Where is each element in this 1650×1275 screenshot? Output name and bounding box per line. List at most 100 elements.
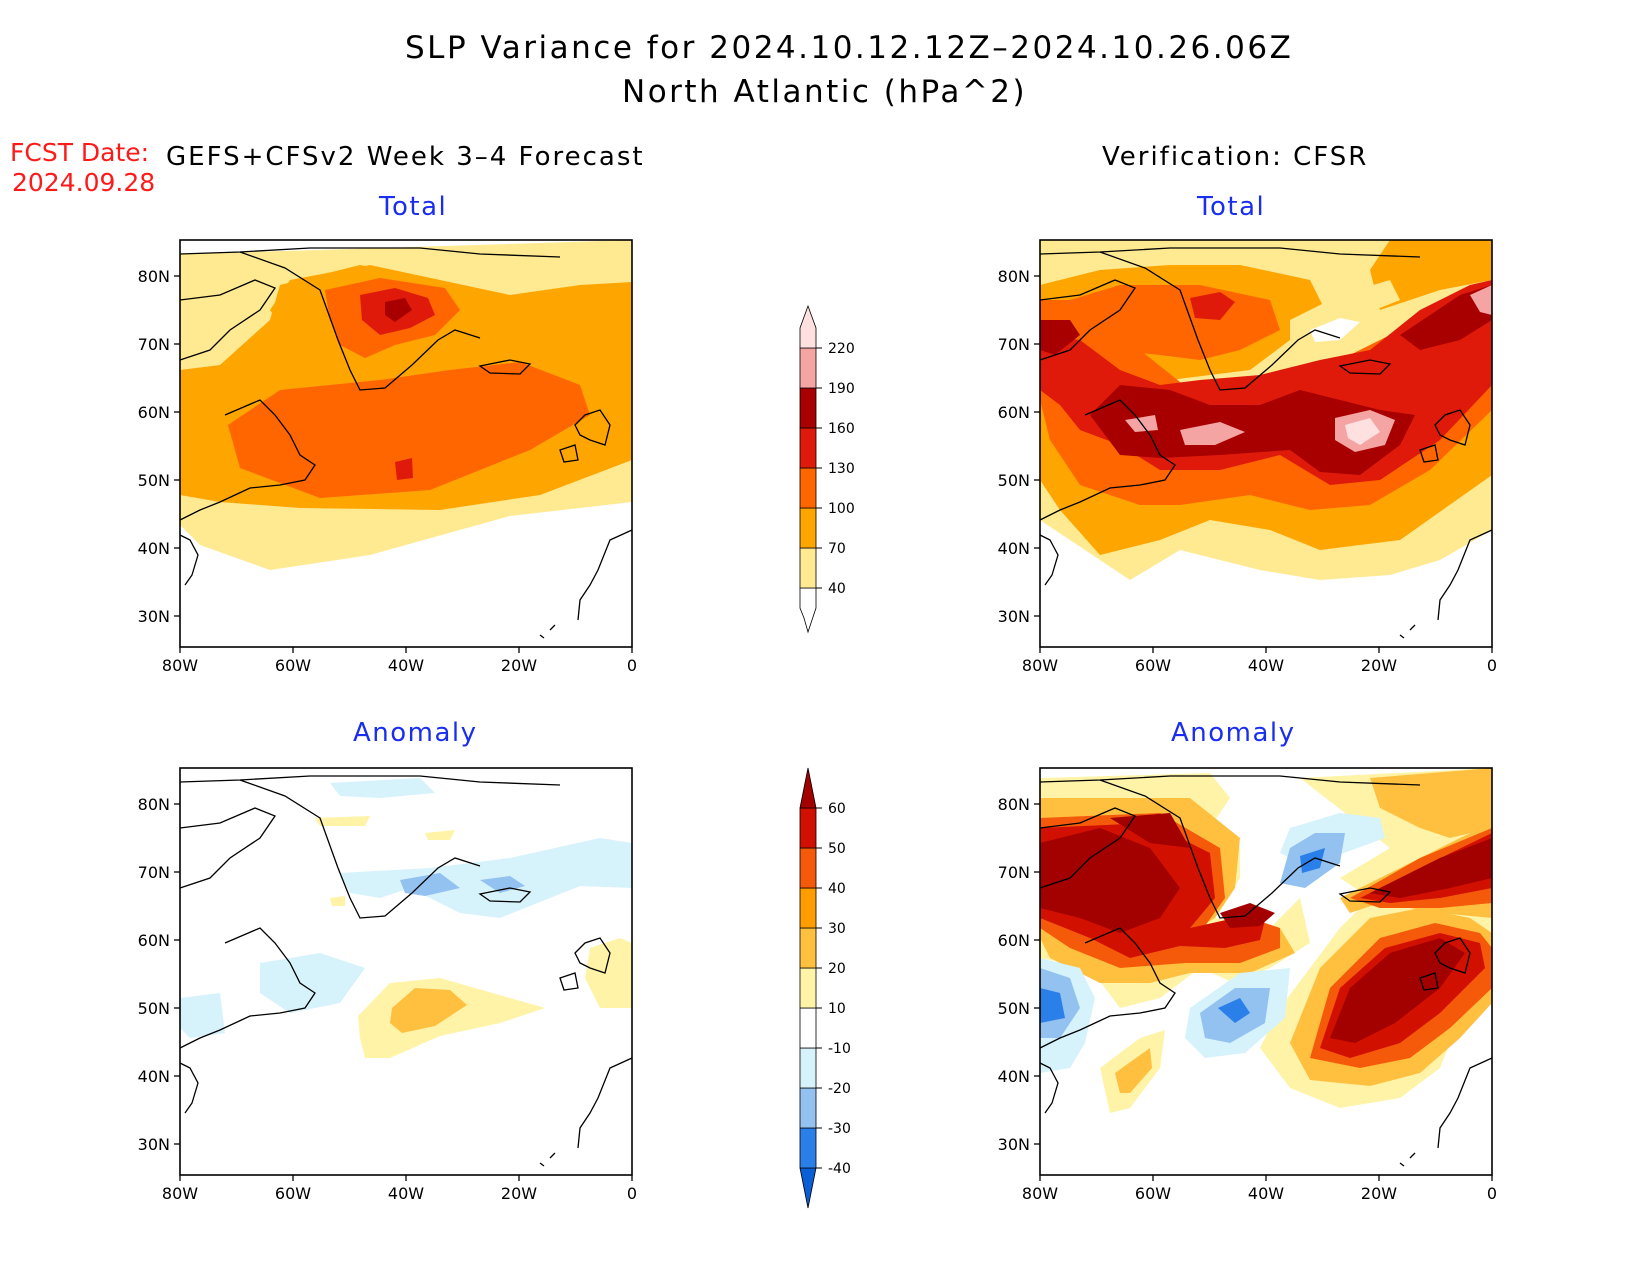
fill-layer [180, 768, 632, 1175]
colorbar-cell [799, 967, 817, 1009]
lat-tick-label: 70N [138, 335, 170, 354]
lat-tick-label: 30N [138, 607, 170, 626]
lat-tick-label: 30N [998, 1135, 1030, 1154]
lat-tick-label: 60N [998, 931, 1030, 950]
lat-tick-label: 60N [138, 403, 170, 422]
forecast-column-heading: GEFS+CFSv2 Week 3–4 Forecast [166, 142, 645, 172]
lon-tick-label: 0 [1487, 1184, 1497, 1203]
colorbar-label: 100 [828, 501, 855, 517]
colorbar-label: -10 [828, 1041, 851, 1057]
lon-tick-label: 40W [388, 656, 424, 675]
map-verification-total [1039, 240, 1493, 647]
lon-tick-label: 20W [501, 1184, 537, 1203]
colorbar-label: -30 [828, 1121, 851, 1137]
colorbar-label: 130 [828, 461, 855, 477]
colorbar-cell [799, 1047, 817, 1089]
colorbar-cell [799, 1007, 817, 1049]
lat-tick-label: 80N [998, 267, 1030, 286]
lon-tick-label: 40W [388, 1184, 424, 1203]
colorbar-cell [799, 1087, 817, 1129]
lat-tick-label: 60N [998, 403, 1030, 422]
lon-tick-label: 80W [162, 1184, 198, 1203]
lat-tick-label: 40N [138, 539, 170, 558]
lat-tick-label: 30N [138, 1135, 170, 1154]
colorbar-cell [799, 467, 817, 509]
fcst-date-value: 2024.09.28 [12, 168, 156, 197]
colorbar-label: 40 [828, 581, 846, 597]
colorbar-label: -40 [828, 1161, 851, 1177]
lat-tick-label: 40N [998, 1067, 1030, 1086]
lat-tick-label: 30N [998, 607, 1030, 626]
lat-tick-label: 80N [138, 795, 170, 814]
lon-tick-label: 60W [1135, 656, 1171, 675]
lat-tick-label: 70N [998, 863, 1030, 882]
lat-tick-label: 40N [998, 539, 1030, 558]
lat-tick-label: 50N [138, 471, 170, 490]
lat-tick-label: 70N [998, 335, 1030, 354]
colorbar-cell [799, 507, 817, 549]
lat-tick-label: 40N [138, 1067, 170, 1086]
lon-tick-label: 0 [627, 656, 637, 675]
colorbar-label: 190 [828, 381, 855, 397]
lon-tick-label: 0 [1487, 656, 1497, 675]
lat-tick-label: 80N [998, 795, 1030, 814]
colorbar-cell [799, 847, 817, 889]
colorbar-label: 70 [828, 541, 846, 557]
lon-tick-label: 20W [1361, 1184, 1397, 1203]
lat-tick-label: 50N [138, 999, 170, 1018]
lon-tick-label: 20W [1361, 656, 1397, 675]
colorbar-cell [799, 304, 817, 349]
lon-tick-label: 0 [627, 1184, 637, 1203]
lon-tick-label: 60W [275, 1184, 311, 1203]
colorbar-label: 20 [828, 961, 846, 977]
lon-tick-label: 80W [1022, 1184, 1058, 1203]
colorbar-label: 220 [828, 341, 855, 357]
colorbar-total: 40 70 100 130 160 190 220 [799, 304, 855, 634]
map-verification-anomaly [1039, 768, 1493, 1175]
colorbar-cell [799, 587, 817, 634]
colorbar-anomaly: -40 -30 -20 -10 10 20 30 40 50 60 [799, 767, 851, 1209]
colorbar-cell [799, 927, 817, 969]
verification-anomaly-title: Anomaly [1171, 718, 1296, 748]
colorbar-cell [799, 547, 817, 589]
colorbar-cell [799, 387, 817, 429]
lon-tick-label: 20W [501, 656, 537, 675]
colorbar-cell [799, 807, 817, 849]
page-subtitle: North Atlantic (hPa^2) [622, 74, 1028, 110]
colorbar-cell [799, 427, 817, 469]
page-title: SLP Variance for 2024.10.12.12Z–2024.10.… [405, 30, 1294, 66]
lon-tick-label: 80W [1022, 656, 1058, 675]
lon-tick-label: 80W [162, 656, 198, 675]
map-forecast-anomaly [179, 768, 633, 1175]
colorbar-label: 30 [828, 921, 846, 937]
fcst-date-label: FCST Date: [10, 138, 150, 167]
colorbar-cell [799, 1127, 817, 1169]
colorbar-label: 10 [828, 1001, 846, 1017]
lat-tick-label: 50N [998, 471, 1030, 490]
forecast-anomaly-title: Anomaly [353, 718, 478, 748]
colorbar-cell [799, 767, 817, 809]
colorbar-label: -20 [828, 1081, 851, 1097]
verification-column-heading: Verification: CFSR [1102, 142, 1369, 172]
fill-layer [1040, 240, 1492, 647]
colorbar-label: 40 [828, 881, 846, 897]
lat-tick-label: 50N [998, 999, 1030, 1018]
colorbar-label: 60 [828, 801, 846, 817]
colorbar-cell [799, 887, 817, 929]
forecast-total-title: Total [379, 192, 448, 222]
lon-tick-label: 60W [275, 656, 311, 675]
lat-tick-label: 80N [138, 267, 170, 286]
lon-tick-label: 60W [1135, 1184, 1171, 1203]
colorbar-label: 160 [828, 421, 855, 437]
lat-tick-label: 60N [138, 931, 170, 950]
colorbar-label: 50 [828, 841, 846, 857]
fill-layer [180, 240, 632, 647]
verification-total-title: Total [1197, 192, 1266, 222]
map-forecast-total [179, 240, 633, 647]
colorbar-cell [799, 1167, 817, 1209]
colorbar-cell [799, 347, 817, 389]
lon-tick-label: 40W [1248, 1184, 1284, 1203]
lon-tick-label: 40W [1248, 656, 1284, 675]
fill-layer [1040, 768, 1492, 1175]
lat-tick-label: 70N [138, 863, 170, 882]
